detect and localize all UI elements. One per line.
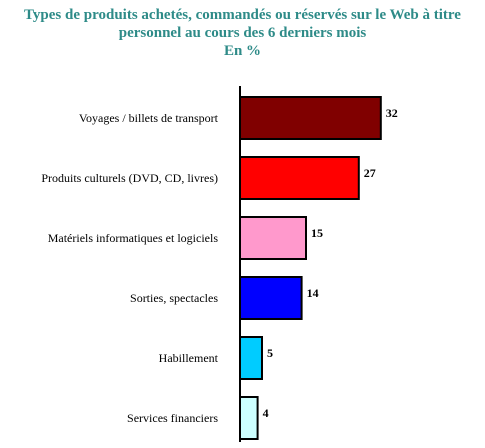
- chart-title-line2: personnel au cours des 6 derniers mois: [118, 25, 367, 41]
- bar-1: [239, 96, 382, 140]
- category-label-1: Voyages / billets de transport: [79, 111, 219, 125]
- category-label-2: Produits culturels (DVD, CD, livres): [41, 171, 218, 185]
- value-label-5: 5: [267, 346, 273, 360]
- category-label-5: Habillement: [159, 351, 219, 365]
- category-label-4: Sorties, spectacles: [130, 291, 218, 305]
- value-label-3: 15: [311, 226, 323, 240]
- bar-3: [239, 216, 307, 260]
- chart-title-line1: Types de produits achetés, commandés ou …: [24, 7, 461, 23]
- category-label-3: Matériels informatiques et logiciels: [48, 231, 219, 245]
- chart-title-block: Types de produits achetés, commandés ou …: [0, 6, 485, 60]
- bar-4: [239, 276, 303, 320]
- value-label-4: 14: [307, 286, 319, 300]
- value-label-6: 4: [263, 406, 269, 420]
- chart-subtitle: En %: [223, 43, 262, 59]
- bar-2: [239, 156, 360, 200]
- value-label-1: 32: [386, 106, 398, 120]
- category-label-6: Services financiers: [127, 411, 218, 425]
- bar-5: [239, 336, 263, 380]
- value-label-2: 27: [364, 166, 376, 180]
- bar-6: [239, 396, 259, 440]
